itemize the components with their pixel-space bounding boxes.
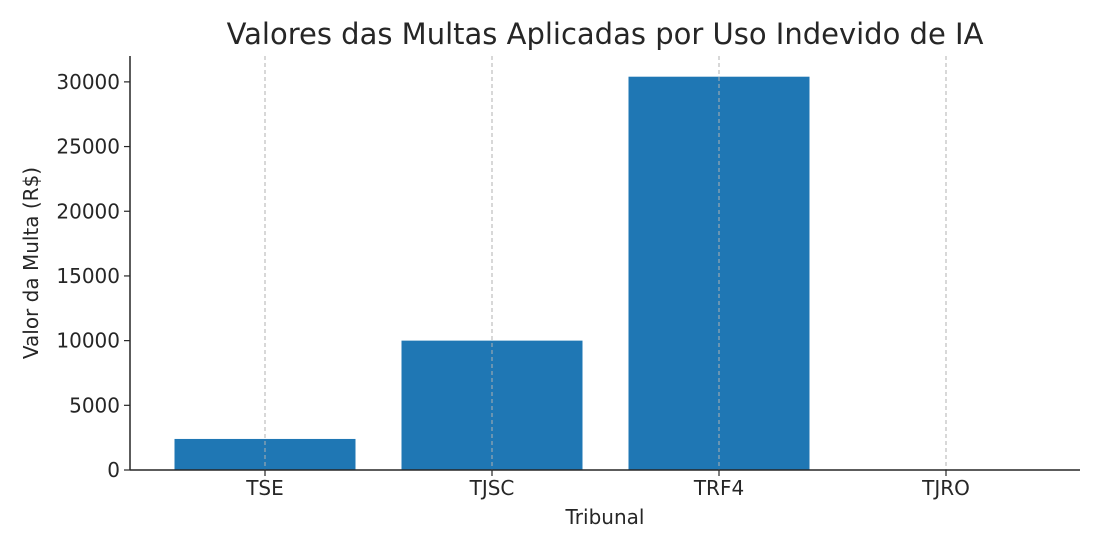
x-tick-label-trf4: TRF4 — [693, 476, 744, 500]
grid-lines — [264, 56, 947, 470]
y-tick-label: 15000 — [56, 264, 120, 288]
x-tick-label-tse: TSE — [245, 476, 284, 500]
x-axis-label: Tribunal — [565, 505, 645, 529]
bars — [174, 76, 810, 470]
y-tick-label: 25000 — [56, 135, 120, 159]
y-tick-label: 30000 — [56, 70, 120, 94]
y-tick-label: 0 — [107, 458, 120, 482]
axes — [129, 56, 1080, 471]
y-tick-label: 10000 — [56, 329, 120, 353]
y-tick-label: 20000 — [56, 199, 120, 223]
x-ticks: TSE TJSC TRF4 TJRO — [245, 470, 970, 500]
x-tick-label-tjsc: TJSC — [469, 476, 515, 500]
y-axis-label: Valor da Multa (R$) — [19, 167, 43, 359]
chart-title: Valores das Multas Aplicadas por Uso Ind… — [227, 17, 984, 51]
y-ticks: 0 5000 10000 15000 20000 25000 30000 — [56, 70, 130, 482]
x-tick-label-tjro: TJRO — [921, 476, 970, 500]
y-tick-label: 5000 — [69, 393, 120, 417]
